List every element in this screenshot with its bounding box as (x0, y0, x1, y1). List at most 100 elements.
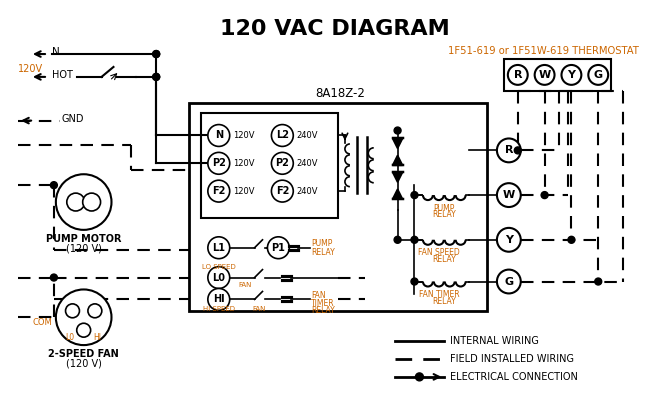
Text: P2: P2 (212, 158, 226, 168)
Circle shape (153, 73, 159, 80)
Circle shape (82, 193, 100, 211)
Bar (504, 59, 611, 91)
Circle shape (208, 237, 230, 259)
Polygon shape (393, 172, 403, 182)
Polygon shape (393, 138, 403, 148)
Circle shape (271, 124, 293, 146)
Text: L0: L0 (65, 333, 74, 341)
Circle shape (271, 180, 293, 202)
Text: FAN: FAN (311, 291, 326, 300)
Polygon shape (393, 155, 403, 165)
Text: W: W (539, 70, 551, 80)
Text: 120V: 120V (232, 131, 254, 140)
Text: (120 V): (120 V) (66, 359, 102, 369)
Circle shape (411, 278, 418, 285)
Text: R: R (505, 145, 513, 155)
Circle shape (515, 147, 521, 154)
Text: Y: Y (505, 235, 513, 245)
Text: 240V: 240V (296, 131, 318, 140)
Circle shape (50, 182, 58, 189)
Text: W: W (502, 190, 515, 200)
Circle shape (153, 51, 159, 57)
Text: HI SPEED: HI SPEED (203, 306, 234, 312)
Text: COM: COM (32, 318, 52, 327)
Text: ELECTRICAL CONNECTION: ELECTRICAL CONNECTION (450, 372, 578, 382)
Text: 120V: 120V (18, 64, 44, 74)
Text: 240V: 240V (296, 186, 318, 196)
Circle shape (56, 290, 111, 345)
Bar (189, 103, 487, 311)
Text: R: R (513, 70, 522, 80)
Text: HOT: HOT (52, 70, 73, 80)
Text: FIELD INSTALLED WIRING: FIELD INSTALLED WIRING (450, 354, 574, 364)
Circle shape (394, 127, 401, 134)
Text: RELAY: RELAY (432, 297, 456, 306)
Text: RELAY: RELAY (311, 306, 335, 315)
Circle shape (497, 269, 521, 293)
Text: L0: L0 (212, 272, 225, 282)
Text: FAN: FAN (239, 282, 252, 289)
Circle shape (595, 278, 602, 285)
Text: G: G (594, 70, 603, 80)
Text: G: G (505, 277, 513, 287)
Text: INTERNAL WIRING: INTERNAL WIRING (450, 336, 539, 346)
Text: TIMER: TIMER (311, 299, 335, 308)
Circle shape (568, 236, 575, 243)
Circle shape (208, 288, 230, 310)
Circle shape (88, 304, 102, 318)
Circle shape (66, 304, 80, 318)
Text: 1F51-619 or 1F51W-619 THERMOSTAT: 1F51-619 or 1F51W-619 THERMOSTAT (448, 46, 639, 56)
Circle shape (588, 65, 608, 85)
Text: HI: HI (94, 333, 102, 341)
Circle shape (497, 228, 521, 252)
Circle shape (411, 191, 418, 199)
Circle shape (208, 153, 230, 174)
Text: P1: P1 (271, 243, 285, 253)
Circle shape (77, 323, 90, 337)
Text: FAN: FAN (253, 306, 266, 312)
Circle shape (415, 373, 423, 381)
Circle shape (497, 183, 521, 207)
Circle shape (50, 274, 58, 281)
Text: F2: F2 (275, 186, 289, 196)
Circle shape (497, 138, 521, 162)
Text: P2: P2 (275, 158, 289, 168)
Circle shape (67, 193, 84, 211)
Circle shape (535, 65, 555, 85)
Text: RELAY: RELAY (311, 248, 335, 257)
Text: 120V: 120V (232, 159, 254, 168)
Text: 8A18Z-2: 8A18Z-2 (315, 87, 365, 100)
Circle shape (411, 236, 418, 243)
Text: L1: L1 (212, 243, 225, 253)
Text: 2-SPEED FAN: 2-SPEED FAN (48, 349, 119, 359)
Text: FAN TIMER: FAN TIMER (419, 290, 460, 299)
Bar (201, 113, 338, 218)
Text: PUMP: PUMP (311, 239, 332, 248)
Circle shape (153, 73, 159, 80)
Text: LO SPEED: LO SPEED (202, 264, 236, 269)
Polygon shape (393, 189, 403, 199)
Circle shape (394, 236, 401, 243)
Text: RELAY: RELAY (432, 210, 456, 220)
Text: PUMP: PUMP (433, 204, 455, 212)
Text: GND: GND (62, 114, 84, 124)
Circle shape (56, 174, 111, 230)
Text: F2: F2 (212, 186, 226, 196)
Circle shape (208, 124, 230, 146)
Text: HI: HI (213, 295, 224, 304)
Circle shape (267, 237, 289, 259)
Circle shape (508, 65, 528, 85)
Text: Y: Y (567, 70, 576, 80)
Circle shape (271, 153, 293, 174)
Text: (120 V): (120 V) (66, 244, 102, 254)
Circle shape (153, 51, 159, 57)
Text: 120 VAC DIAGRAM: 120 VAC DIAGRAM (220, 19, 450, 39)
Circle shape (208, 266, 230, 288)
Text: PUMP MOTOR: PUMP MOTOR (46, 234, 121, 244)
Text: N: N (214, 130, 223, 140)
Text: 120V: 120V (232, 186, 254, 196)
Text: L2: L2 (276, 130, 289, 140)
Text: N: N (52, 47, 60, 57)
Text: RELAY: RELAY (432, 255, 456, 264)
Text: 240V: 240V (296, 159, 318, 168)
